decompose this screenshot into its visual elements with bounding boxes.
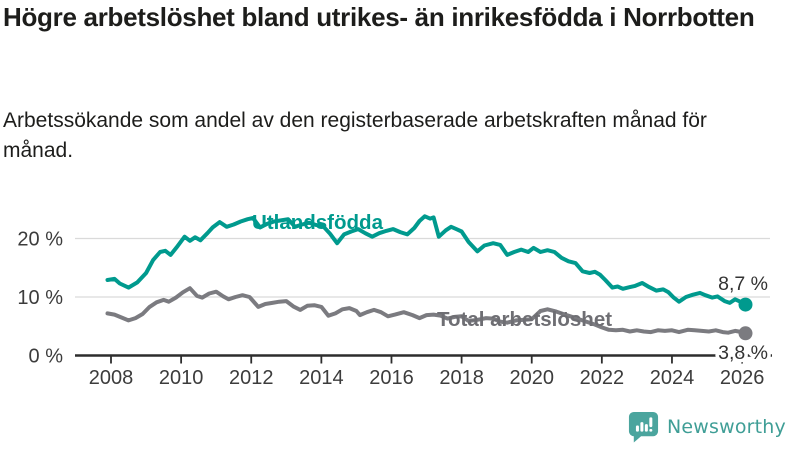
chart-subtitle: Arbetssökande som andel av den registerb…: [3, 109, 707, 162]
x-tick-label-2016: 2016: [369, 367, 414, 389]
speech-bubble-shape: [628, 411, 658, 443]
x-tick-label-2026: 2026: [720, 367, 765, 389]
chart-title: Högre arbetslöshet bland utrikes- än inr…: [3, 2, 755, 32]
bar-chart-glyph: [635, 417, 653, 432]
series-end-dot-1: [738, 326, 753, 341]
x-tick-label-2008: 2008: [89, 367, 134, 389]
series-end-value-1: 3,8 %: [718, 342, 768, 364]
newsworthy-logo: Newsworthy: [627, 410, 786, 443]
x-tick-label-2010: 2010: [159, 367, 204, 389]
series-end-dot-0: [738, 297, 753, 312]
x-tick-label-2012: 2012: [229, 367, 274, 389]
series-line-0: [105, 214, 748, 307]
newsworthy-logo-icon: [628, 411, 658, 443]
series-label-0: Utlandsfödda: [252, 211, 384, 234]
series-label-1: Total arbetslöshet: [437, 308, 612, 331]
x-tick-label-2018: 2018: [439, 367, 484, 389]
series-line-1: [105, 286, 748, 336]
series-end-value-0: 8,7 %: [718, 273, 768, 295]
x-tick-label-2014: 2014: [299, 367, 344, 389]
newsworthy-wordmark: Newsworthy: [666, 415, 786, 438]
x-tick-label-2024: 2024: [650, 367, 695, 389]
x-tick-label-2022: 2022: [580, 367, 625, 389]
x-tick-label-2020: 2020: [509, 367, 554, 389]
y-tick-label-10: 10 %: [17, 287, 63, 309]
y-tick-label-20: 20 %: [17, 229, 63, 251]
y-tick-label-0: 0 %: [29, 346, 64, 368]
